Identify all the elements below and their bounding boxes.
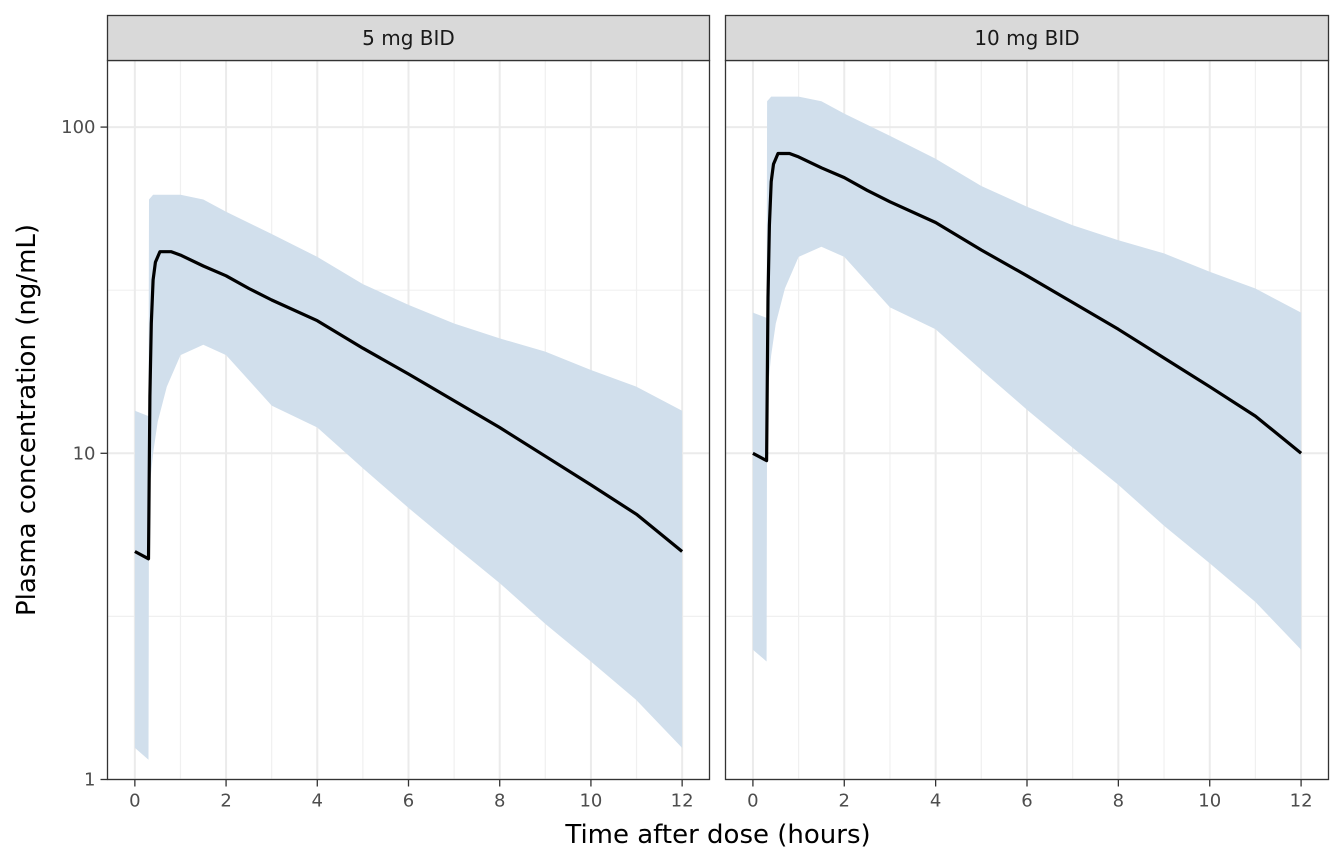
panel-1: 5 mg BID 0 2 4 6 8 10 12 1 10 100: [61, 14, 711, 812]
y-axis-title: Plasma concentration (ng/mL): [12, 224, 42, 616]
y-tick-label: 100: [61, 117, 95, 138]
x-tick-label: 4: [930, 791, 941, 812]
median-concentration-line: [752, 151, 1303, 463]
x-tick-label: 4: [312, 791, 323, 812]
x-tick-label: 12: [671, 791, 694, 812]
x-tick-label: 10: [1198, 791, 1221, 812]
y-tick-label: 10: [73, 443, 96, 464]
x-tick-label: 6: [1021, 791, 1032, 812]
x-tick-label: 0: [747, 791, 758, 812]
y-tick-label: 1: [84, 770, 95, 791]
prediction-interval-ribbon: [134, 194, 683, 760]
x-tick-label: 10: [579, 791, 602, 812]
facet-strip: [724, 14, 1330, 62]
x-tick-label: 12: [1290, 791, 1313, 812]
facet-strip-label: 5 mg BID: [362, 26, 455, 50]
x-axis-title: Time after dose (hours): [564, 820, 870, 850]
panel-2: 10 mg BID 0 2 4 6 8 10 12: [724, 14, 1330, 812]
median-concentration-line: [134, 250, 684, 561]
x-tick-label: 8: [494, 791, 505, 812]
facet-strip-label: 10 mg BID: [974, 26, 1079, 50]
x-tick-label: 2: [220, 791, 231, 812]
x-tick-label: 2: [839, 791, 850, 812]
x-tick-label: 8: [1113, 791, 1124, 812]
x-tick-label: 0: [129, 791, 140, 812]
facet-strip: [106, 14, 711, 62]
prediction-interval-ribbon: [752, 96, 1302, 662]
x-tick-label: 6: [403, 791, 414, 812]
